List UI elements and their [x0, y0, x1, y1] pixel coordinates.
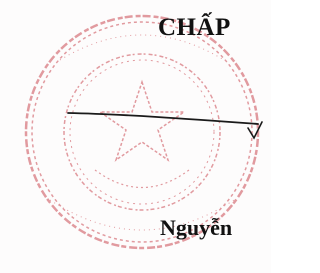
stamp [26, 16, 258, 248]
document-page: CHẤP Nguyễn [0, 0, 271, 273]
signer-name: Nguyễn [160, 215, 232, 241]
heading: CHẤP [158, 14, 231, 42]
